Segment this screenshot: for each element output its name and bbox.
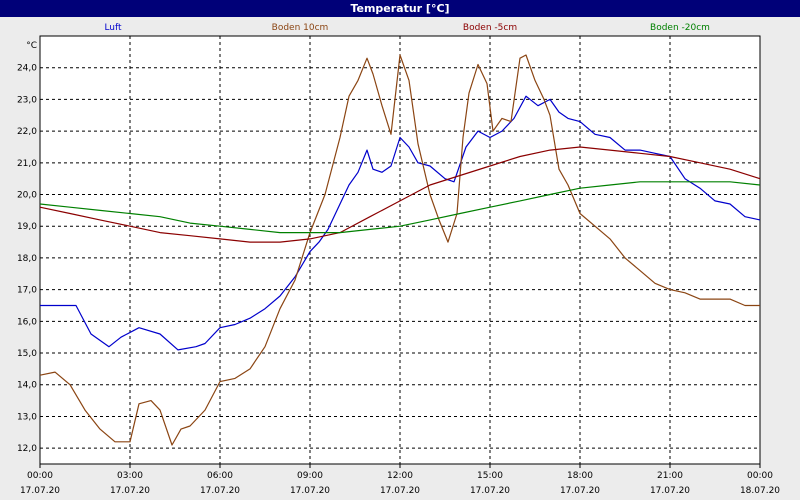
x-tick-time-label: 09:00 <box>297 471 323 481</box>
x-tick-date-label: 18.07.20 <box>740 486 780 496</box>
x-tick-date-label: 17.07.20 <box>20 486 60 496</box>
x-tick-date-label: 17.07.20 <box>560 486 600 496</box>
x-tick-time-label: 21:00 <box>657 471 683 481</box>
x-tick-date-label: 17.07.20 <box>650 486 690 496</box>
plot-area <box>40 36 760 464</box>
y-tick-label: 20,0 <box>17 191 37 201</box>
y-tick-label: 16,0 <box>17 317 37 327</box>
y-tick-label: 22,0 <box>17 127 37 137</box>
series-line-boden-10cm <box>39 54 760 446</box>
temperature-chart: 12,0 13,0 14,0 15,0 16,0 17,0 18,0 19,0 20,0 21,0… <box>17 23 780 496</box>
y-tick-label: 14,0 <box>17 381 37 391</box>
y-tick-label: 21,0 <box>17 159 37 169</box>
x-tick-time-label: 00:00 <box>747 471 773 481</box>
y-tick-label: 17,0 <box>17 286 37 296</box>
y-tick-label: 18,0 <box>17 254 37 264</box>
plot-frame <box>39 35 761 465</box>
x-tick-date-label: 17.07.20 <box>110 486 150 496</box>
x-tick-time-label: 18:00 <box>567 471 593 481</box>
y-tick-label: 19,0 <box>17 222 37 232</box>
y-axis-unit-label: °C <box>26 41 37 51</box>
y-tick-label: 24,0 <box>17 64 37 74</box>
x-tick-time-label: 12:00 <box>387 471 413 481</box>
x-tick-date-label: 17.07.20 <box>380 486 420 496</box>
legend-entry-boden-10cm: Boden 10cm <box>272 23 329 33</box>
y-tick-label: 15,0 <box>17 349 37 359</box>
series-line-boden-5cm <box>39 146 761 243</box>
window-title: Temperatur [°C] <box>0 0 800 17</box>
y-tick-label: 13,0 <box>17 412 37 422</box>
y-tick-label: 23,0 <box>17 95 37 105</box>
legend-entry-luft: Luft <box>104 23 122 33</box>
series-line-luft <box>40 95 761 351</box>
x-tick-date-label: 17.07.20 <box>290 486 330 496</box>
x-tick-date-label: 17.07.20 <box>470 486 510 496</box>
x-tick-time-label: 06:00 <box>207 471 233 481</box>
legend-entry-boden-5cm: Boden -5cm <box>463 23 517 33</box>
x-tick-time-label: 00:00 <box>27 471 53 481</box>
legend-entry-boden-20cm: Boden -20cm <box>650 23 710 33</box>
y-tick-label: 12,0 <box>17 444 37 454</box>
x-tick-date-label: 17.07.20 <box>200 486 240 496</box>
series-line-boden-20cm <box>39 181 761 234</box>
x-tick-time-label: 15:00 <box>477 471 503 481</box>
x-tick-time-label: 03:00 <box>117 471 143 481</box>
